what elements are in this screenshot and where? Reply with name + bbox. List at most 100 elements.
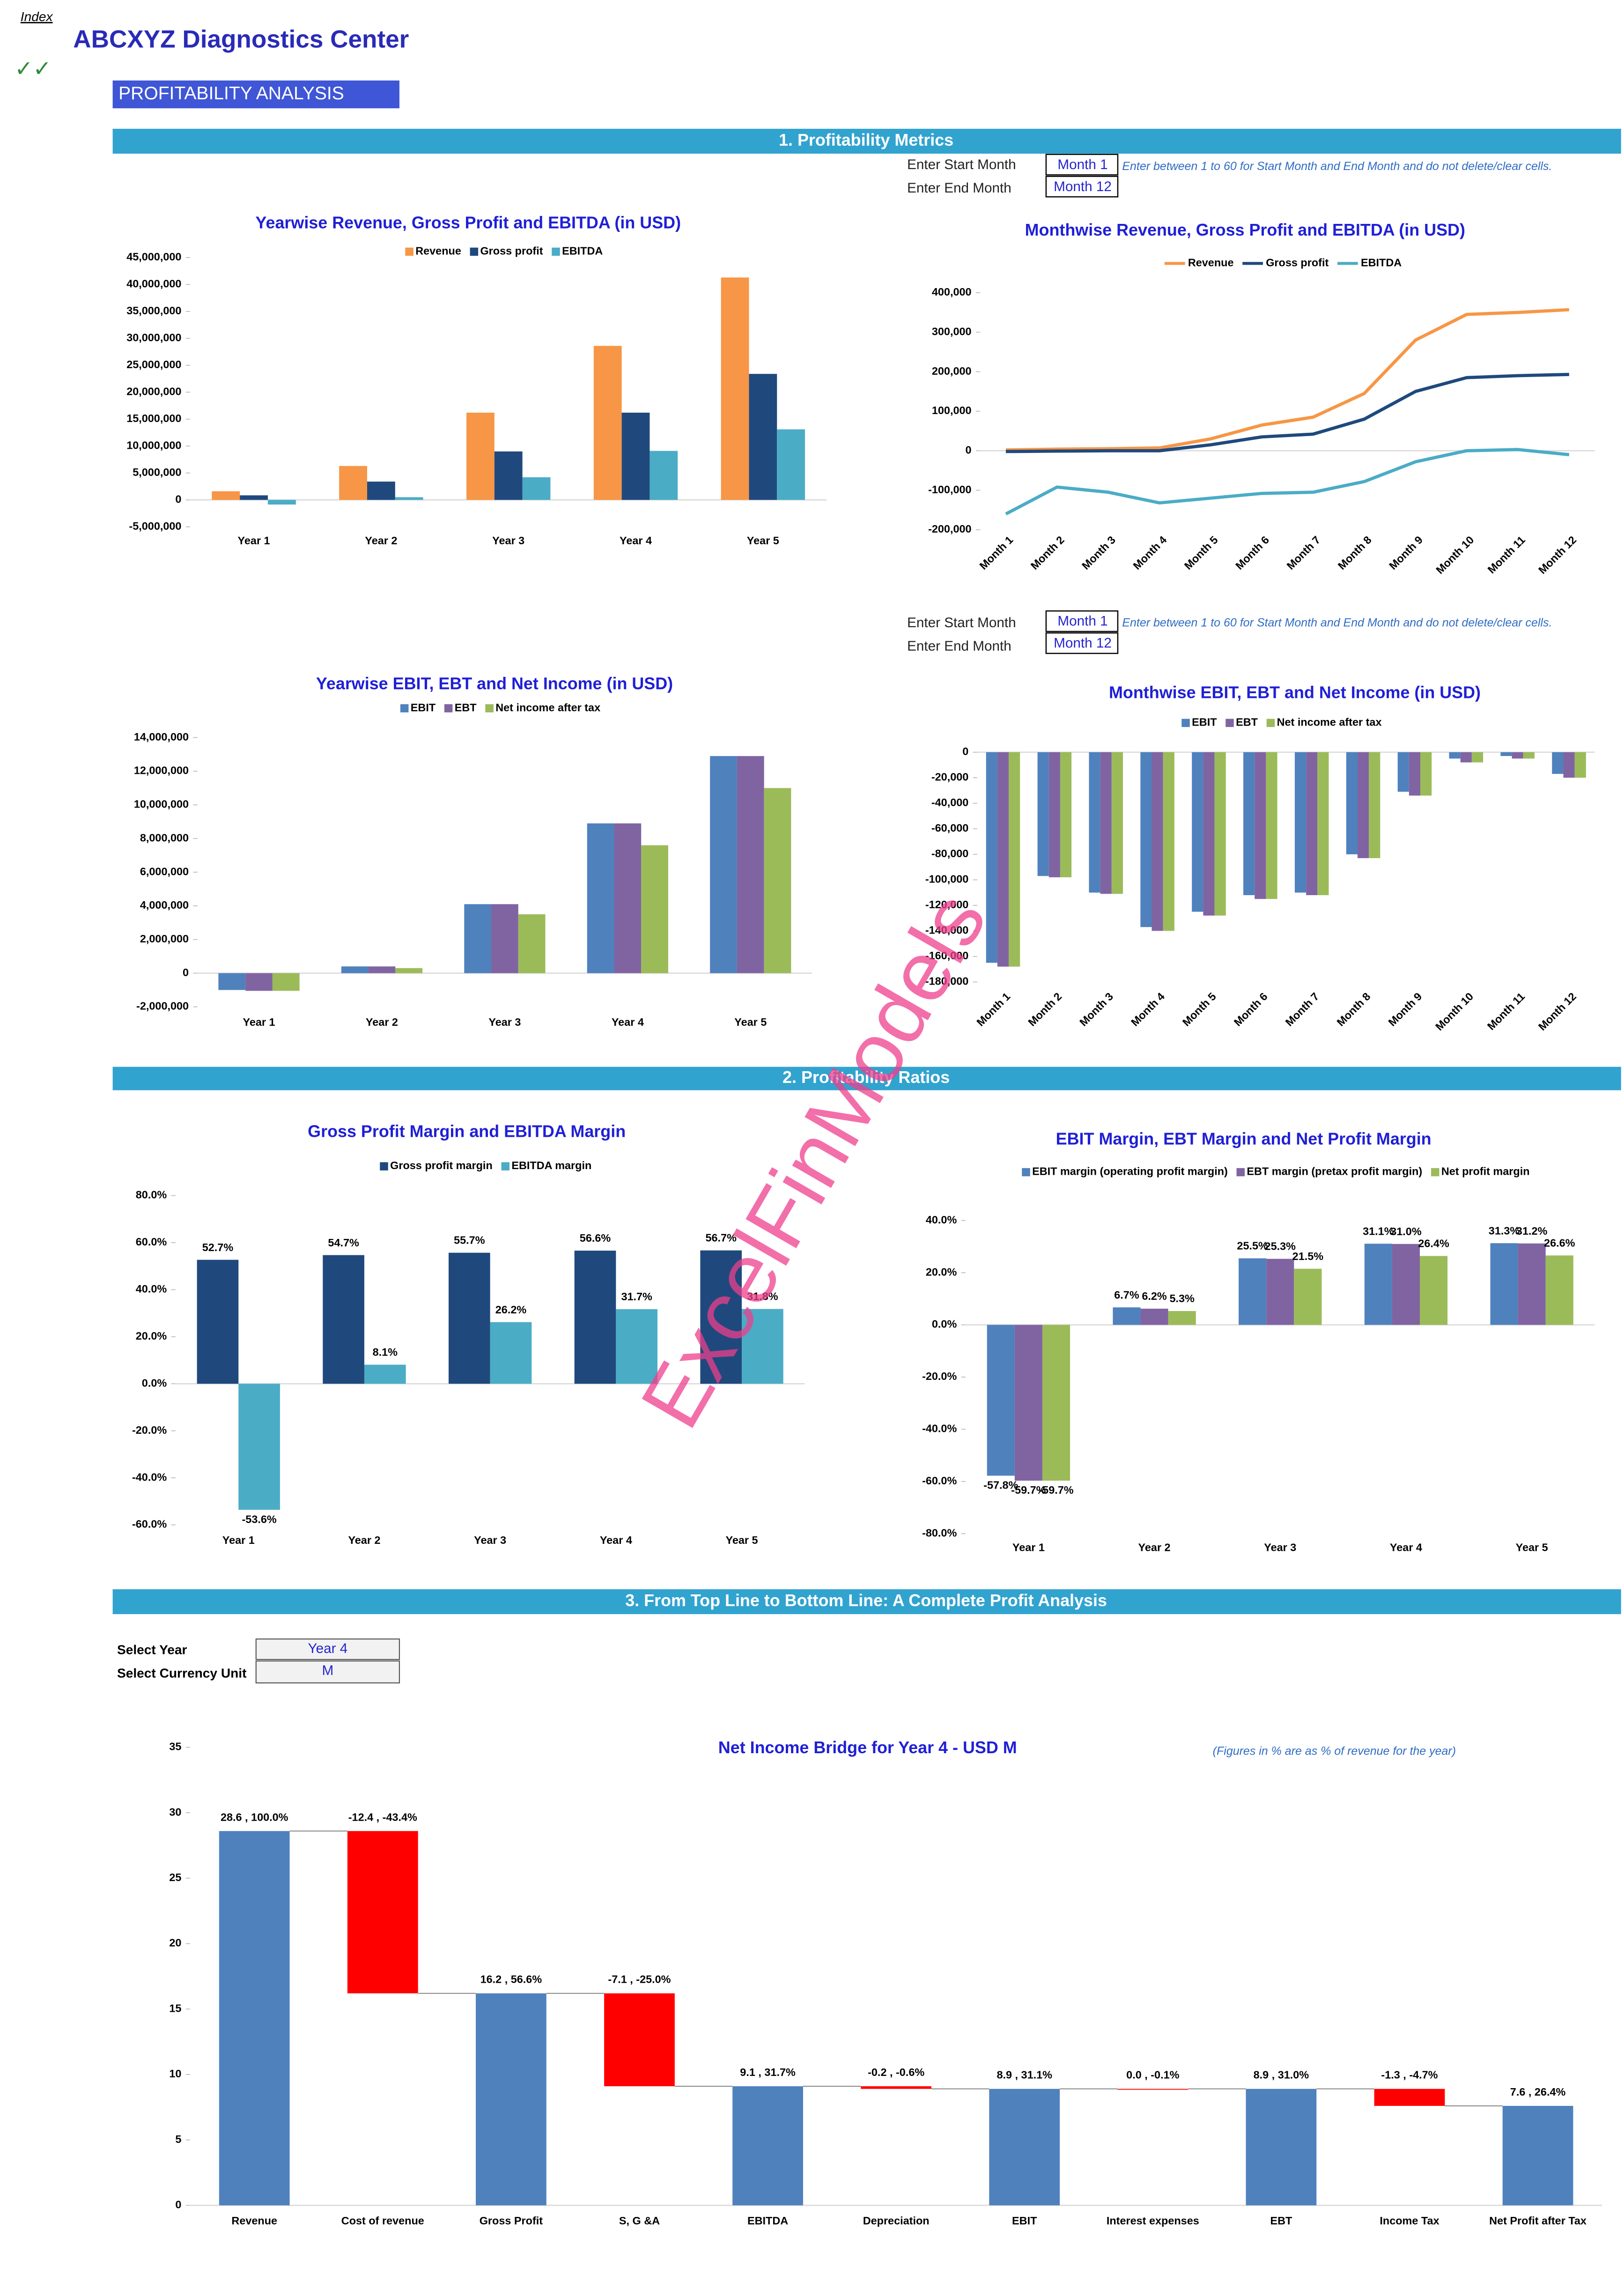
y-tick-label: -20.0% [922,1370,957,1382]
data-label: 8.9 , 31.0% [1254,2069,1309,2081]
input-box[interactable] [1045,176,1119,198]
selector-label: Select Year [117,1643,187,1657]
bar [1100,752,1112,894]
bar [219,1831,290,2206]
chart-title: Monthwise EBIT, EBT and Net Income (in U… [1109,682,1481,702]
y-tick-label: 2,000,000 [140,933,189,945]
x-tick-label: Year 1 [243,1016,275,1028]
legend-item: Net income after tax [1266,716,1381,728]
x-tick-label: S, G &A [619,2215,660,2227]
data-label: 31.0% [1390,1225,1422,1238]
bar [1214,752,1226,916]
input-value[interactable]: Month 12 [1054,636,1112,651]
selector-value[interactable]: M [322,1663,334,1678]
bar [641,845,668,973]
legend-label: EBT [1236,716,1258,728]
bar [1113,1307,1141,1325]
data-label: 26.6% [1544,1237,1575,1249]
y-tick-label: 10,000,000 [126,439,181,451]
y-tick-label: 45,000,000 [126,251,181,263]
y-tick-label: -20,000 [931,771,968,783]
index-link[interactable]: Index [21,9,53,24]
bar [650,451,678,500]
data-label: 9.1 , 31.7% [740,2066,796,2078]
x-tick-label: Net Profit after Tax [1489,2215,1587,2227]
y-tick-label: 40,000,000 [126,278,181,290]
bar [1266,752,1277,899]
legend-item: Gross profit margin [380,1159,493,1171]
input-box[interactable] [1045,632,1119,654]
x-tick-label: Year 4 [612,1016,644,1028]
y-tick-label: 0 [966,444,972,456]
data-label: 54.7% [328,1237,359,1249]
data-label: 6.7% [1114,1289,1139,1301]
y-tick-label: 20.0% [136,1330,167,1342]
legend-item: Revenue [405,245,461,257]
input-value[interactable]: Month 1 [1057,157,1107,172]
bar [494,451,523,500]
data-label: -7.1 , -25.0% [608,1973,671,1986]
selector-box[interactable] [255,1660,400,1684]
y-tick-label: -120,000 [925,898,968,911]
legend-label: EBIT margin (operating profit margin) [1032,1165,1228,1178]
data-label: 7.6 , 26.4% [1510,2086,1566,2098]
y-tick-label: 15 [169,2002,181,2014]
y-tick-label: 60.0% [136,1236,167,1248]
y-tick-label: 25 [169,1871,181,1883]
selector-value[interactable]: Year 4 [308,1641,348,1656]
bar [1574,752,1586,778]
input-value[interactable]: Month 12 [1054,179,1112,194]
data-label: 26.2% [495,1304,527,1316]
input-box[interactable] [1045,610,1119,632]
y-tick-label: 15,000,000 [126,412,181,424]
legend-swatch [405,247,413,256]
bar [367,482,395,500]
data-label: 16.2 , 56.6% [480,1973,542,1986]
y-tick-label: 4,000,000 [140,899,189,911]
y-tick-label: 0 [175,2198,181,2210]
chart-title: Yearwise Revenue, Gross Profit and EBITD… [256,213,681,232]
input-value[interactable]: Month 1 [1057,614,1107,629]
y-tick-label: 0 [962,745,968,757]
input-label: Enter Start Month [907,157,1016,172]
y-tick-label: -60,000 [931,822,968,834]
x-tick-label: Year 2 [1138,1541,1171,1554]
x-tick-label: EBIT [1012,2215,1037,2227]
legend-label: EBT margin (pretax profit margin) [1247,1165,1422,1178]
selector-box[interactable] [255,1638,400,1660]
legend-label: Gross profit [480,245,543,257]
legend-label: Gross profit margin [390,1159,493,1171]
y-tick-label: 25,000,000 [126,358,181,371]
x-tick-label: Gross Profit [480,2215,543,2227]
bar [1502,2105,1573,2206]
bar [777,429,805,500]
legend-item: EBITDA margin [501,1159,591,1171]
data-label: -59.7% [1011,1484,1046,1496]
line [1005,373,1569,453]
x-tick-label: Year 3 [488,1016,521,1028]
section-bar [112,1589,1621,1615]
bar [1060,752,1072,877]
y-tick-label: 40.0% [136,1283,167,1295]
x-tick-label: Year 1 [238,534,270,547]
bar [721,277,749,500]
bar [240,495,268,500]
bar [1037,752,1049,876]
input-box[interactable] [1045,154,1119,176]
y-tick-label: 20 [169,1937,181,1949]
chart-title: Monthwise Revenue, Gross Profit and EBIT… [1025,220,1465,239]
bar [1512,752,1523,759]
bar [1374,2089,1445,2106]
y-tick-label: 0.0% [932,1318,957,1330]
data-label: 28.6 , 100.0% [221,1811,288,1823]
legend-label: Net income after tax [495,701,600,713]
input-label: Enter Start Month [907,615,1016,630]
y-tick-label: 10,000,000 [134,798,189,810]
bar [1203,752,1215,916]
legend-swatch [380,1162,388,1171]
bar [574,1251,616,1384]
bar [1111,752,1123,894]
bar [339,466,368,500]
data-label: -12.4 , -43.4% [348,1811,417,1823]
bar [466,412,495,500]
